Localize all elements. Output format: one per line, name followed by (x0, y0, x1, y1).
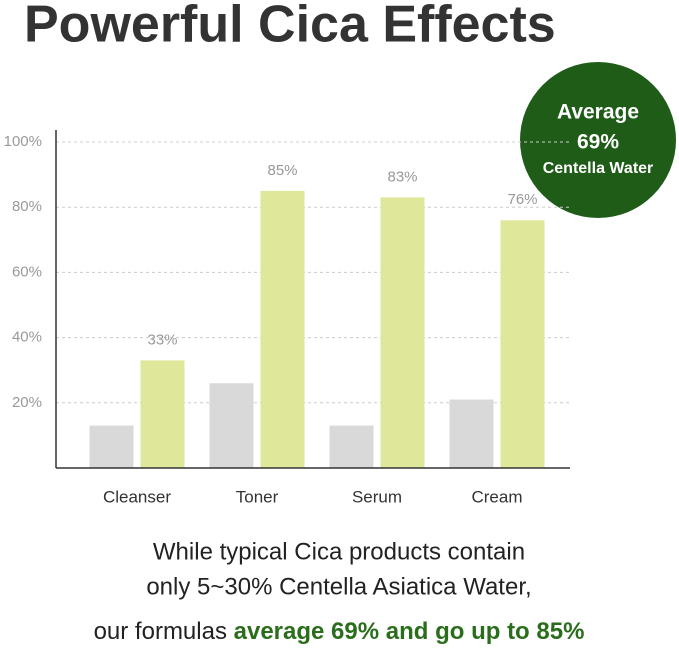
value-label: 33% (147, 331, 177, 348)
value-label: 85% (267, 162, 297, 179)
y-tick-label: 60% (12, 263, 42, 280)
x-tick-label: Serum (352, 487, 402, 506)
bar (260, 190, 305, 468)
y-tick-label: 80% (12, 198, 42, 215)
x-tick-label: Cream (471, 487, 522, 506)
y-tick-label: 40% (12, 329, 42, 346)
caption-plain: our formulas (94, 618, 234, 645)
bar (500, 220, 545, 468)
bar (89, 425, 134, 468)
badge-text: Centella Water (543, 160, 654, 177)
badge-text: 69% (577, 131, 619, 154)
bar (329, 425, 374, 468)
caption-highlight: average 69% and go up to 85% (234, 618, 585, 645)
chart-title: Powerful Cica Effects (24, 0, 556, 54)
x-tick-label: Toner (236, 487, 279, 506)
bar (209, 383, 254, 468)
bar (140, 360, 185, 468)
y-tick-label: 20% (12, 394, 42, 411)
caption: our formulas average 69% and go up to 85… (94, 618, 585, 645)
value-label: 83% (387, 168, 417, 185)
caption: While typical Cica products contain (153, 538, 525, 565)
y-tick-label: 100% (4, 133, 42, 150)
caption: only 5~30% Centella Asiatica Water, (146, 573, 531, 600)
x-tick-label: Cleanser (103, 487, 171, 506)
bar (380, 197, 425, 469)
bar (449, 399, 494, 468)
badge-text: Average (557, 101, 639, 124)
value-label: 76% (507, 191, 537, 208)
badge (520, 62, 676, 218)
